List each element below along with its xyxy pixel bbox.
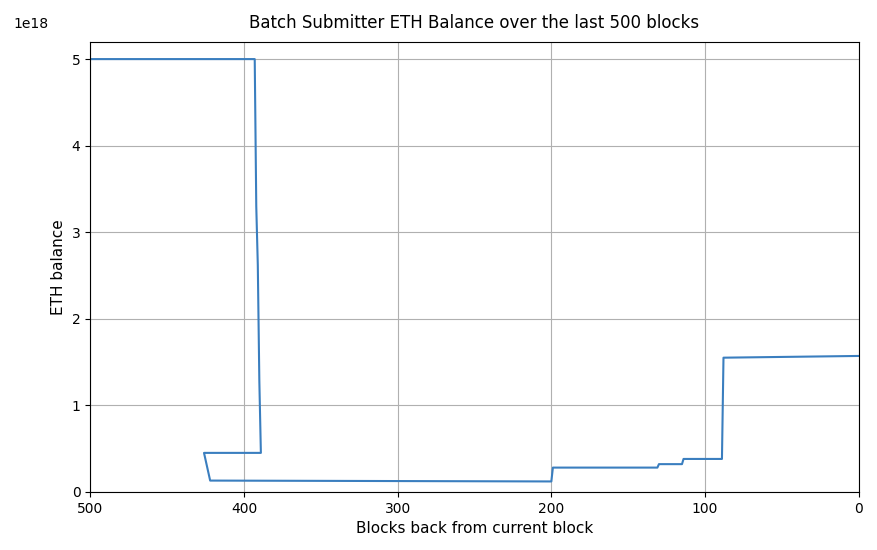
Y-axis label: ETH balance: ETH balance: [51, 219, 66, 315]
X-axis label: Blocks back from current block: Blocks back from current block: [356, 521, 593, 536]
Title: Batch Submitter ETH Balance over the last 500 blocks: Batch Submitter ETH Balance over the las…: [249, 14, 700, 32]
Text: 1e18: 1e18: [14, 16, 49, 31]
